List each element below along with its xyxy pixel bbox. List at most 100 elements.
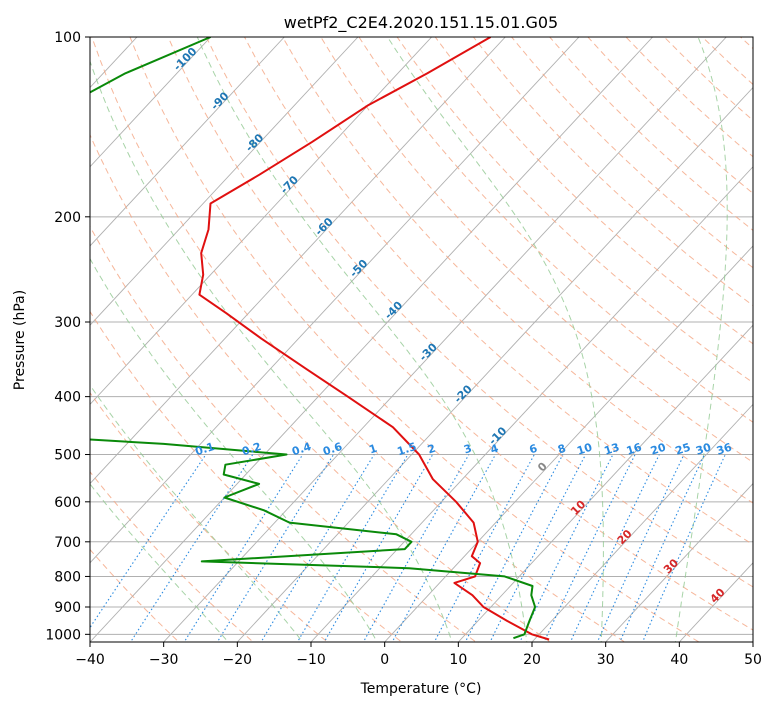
mixing-ratio-label: 3 [462, 442, 473, 457]
isotherm-line [90, 37, 359, 326]
moist-adiabat-line [674, 37, 728, 642]
x-tick-label: −10 [296, 652, 326, 668]
y-tick-label: 400 [54, 390, 81, 406]
plot-frame [89, 36, 754, 643]
dry-adiabat-line [129, 37, 700, 642]
x-tick-label: 40 [670, 652, 688, 668]
reference-lines [90, 37, 753, 642]
isotherm-label: -100 [171, 45, 200, 74]
mixing-ratio-label: 30 [694, 441, 713, 458]
mixing-ratio-label: 8 [556, 442, 567, 457]
isotherm-label: -30 [417, 340, 440, 363]
isotherm-line [90, 37, 653, 642]
y-axis-title: Pressure (hPa) [12, 290, 28, 390]
isotherm-label: -20 [452, 382, 475, 405]
isotherm-line [237, 86, 753, 642]
moist-adiabat-line [90, 257, 378, 642]
dry-adiabat-line [244, 37, 753, 546]
x-tick-label: −40 [75, 652, 105, 668]
mixing-ratio-line [543, 454, 636, 642]
isotherm-label: -40 [382, 299, 405, 322]
isotherm-line [163, 37, 727, 642]
mixing-ratio-label: 25 [674, 441, 693, 458]
dry-adiabat-line [90, 133, 552, 642]
dry-adiabat-line [91, 37, 626, 642]
dry-adiabat-line [434, 37, 753, 345]
axes: −40 −30 −20 −10 0 10 20 30 40 5010020030040050060… [45, 30, 762, 668]
y-tick-label: 700 [54, 535, 81, 551]
isotherm-label: 30 [661, 556, 681, 576]
profile-series [90, 37, 550, 641]
isotherm-label: -90 [208, 89, 231, 112]
x-tick-label: 50 [744, 652, 762, 668]
dry-adiabat-line [701, 37, 753, 86]
mixing-ratio-label: 0.4 [290, 440, 313, 458]
dry-adiabat-line [320, 37, 753, 463]
dry-adiabat-line [740, 37, 753, 50]
mixing-ratio-line [433, 454, 535, 642]
isotherm-line [90, 37, 506, 485]
mixing-ratio-line [216, 454, 335, 642]
y-tick-label: 200 [54, 210, 81, 226]
isotherm-line [384, 245, 753, 642]
isotherm-label: -80 [243, 131, 266, 154]
mixing-ratio-line [90, 454, 207, 629]
isotherm-label: -50 [347, 257, 370, 280]
mixing-ratio-line [464, 454, 564, 642]
isotherm-line [90, 37, 432, 406]
isotherm-line [605, 482, 753, 642]
mixing-ratio-line [641, 454, 726, 642]
isotherm-line [90, 37, 285, 247]
dry-adiabat-line [90, 225, 477, 642]
mixing-ratio-label: 13 [603, 441, 622, 458]
dry-adiabat-line [396, 37, 753, 384]
dry-adiabat-line [205, 37, 753, 588]
isotherm-label: -70 [278, 173, 301, 196]
mixing-ratio-label: 2 [426, 442, 437, 457]
isotherm-label: 40 [708, 585, 728, 605]
dry-adiabat-line [167, 37, 753, 631]
mixing-ratio-line [569, 454, 660, 642]
moist-adiabat-line [90, 384, 304, 642]
isotherm-line [310, 166, 753, 642]
reference-labels: 0.1 0.2 0.4 0.6 1 1.5 2 3 4 6 8 10 13 16 20 25 30 36-100-… [171, 45, 734, 606]
mixing-ratio-line [489, 454, 587, 642]
dry-adiabat-line [549, 37, 753, 231]
dry-adiabat-line [90, 548, 180, 642]
y-tick-label: 300 [54, 315, 81, 331]
moist-adiabat-line [196, 37, 528, 642]
dry-adiabat-line [90, 470, 254, 642]
isotherm-line [0, 37, 63, 642]
mixing-ratio-line [391, 454, 496, 642]
dry-adiabat-line [587, 37, 753, 194]
mixing-ratio-label: 10 [575, 441, 594, 458]
dry-adiabat-line [282, 37, 753, 504]
isotherm-line [752, 641, 753, 642]
mixing-ratio-line [296, 454, 409, 642]
mixing-ratio-line [183, 454, 304, 642]
mixing-ratio-label: 0.6 [321, 440, 344, 458]
isotherm-line [458, 324, 753, 642]
isotherm-line [90, 37, 211, 168]
x-tick-label: 30 [597, 652, 615, 668]
moist-adiabat-line [90, 483, 229, 642]
mixing-ratio-line [260, 454, 375, 642]
isotherm-label: 20 [615, 527, 635, 547]
isotherm-line [531, 403, 753, 642]
x-axis-title: Temperature (°C) [360, 681, 482, 697]
y-tick-label: 900 [54, 600, 81, 616]
mixing-ratio-label: 16 [625, 441, 644, 458]
series-line-1 [90, 37, 537, 640]
chart-title: wetPf2_C2E4.2020.151.15.01.G05 [284, 13, 558, 33]
grid-layer [0, 37, 753, 642]
y-tick-label: 800 [54, 569, 81, 585]
isotherm-line [679, 562, 753, 642]
series-line-0 [198, 37, 550, 641]
y-tick-label: 600 [54, 495, 81, 511]
x-tick-label: 20 [523, 652, 541, 668]
mixing-ratio-label: 0.2 [240, 440, 263, 458]
y-tick-label: 100 [54, 30, 81, 46]
isotherm-line [90, 37, 580, 564]
moist-adiabat-line [386, 37, 604, 642]
